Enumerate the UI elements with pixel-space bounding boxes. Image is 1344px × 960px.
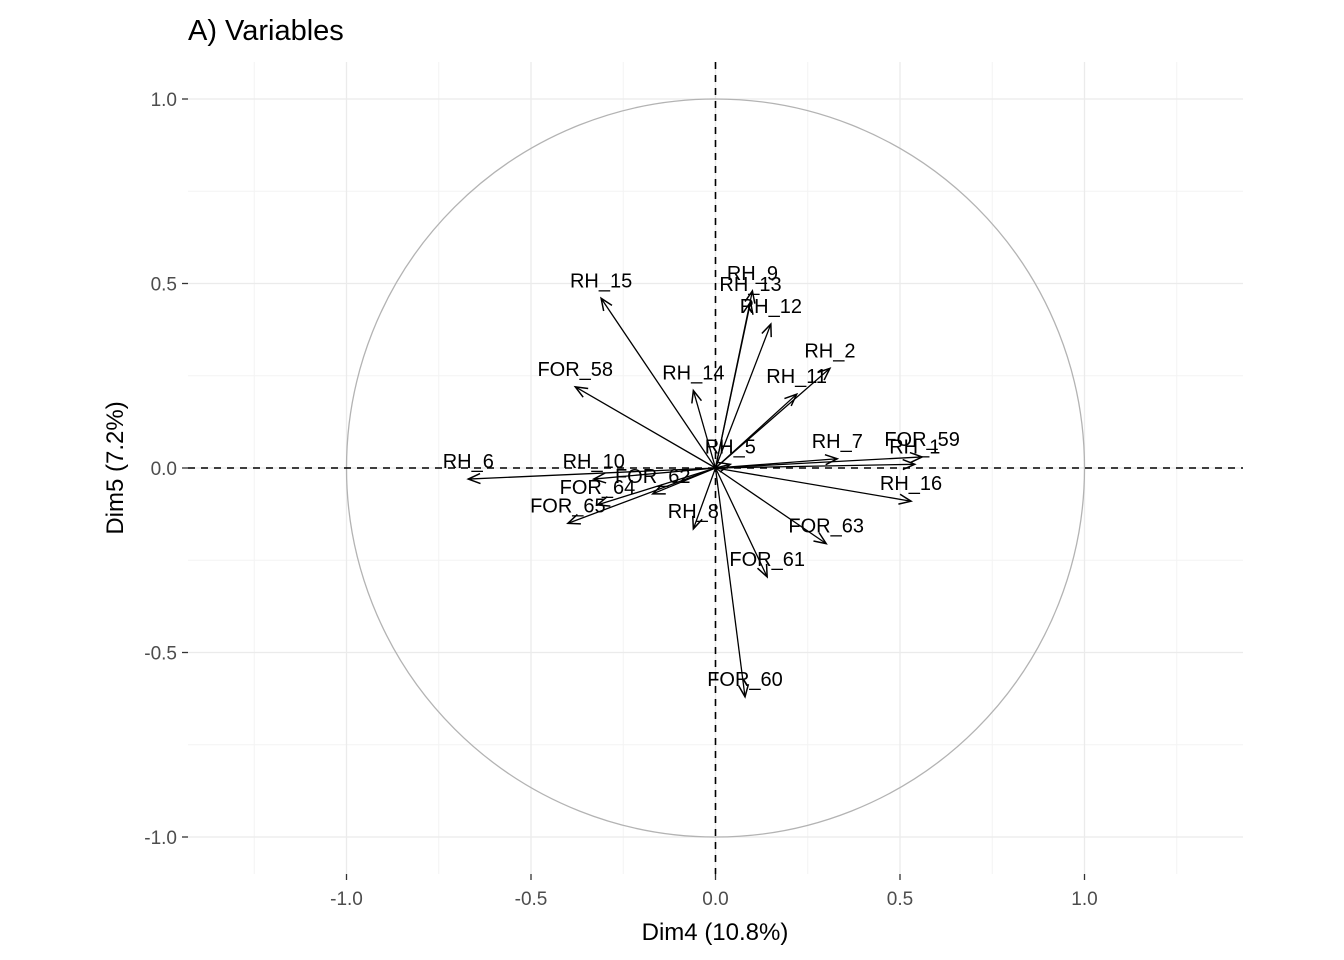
arrow-rh-13 bbox=[714, 300, 754, 469]
label-for-62: FOR_62 bbox=[615, 466, 691, 488]
label-for-64: FOR_64 bbox=[560, 477, 636, 499]
x-tick-label: 1.0 bbox=[1071, 889, 1097, 910]
label-for-59: FOR_59 bbox=[884, 429, 960, 451]
arrow-rh-11 bbox=[715, 392, 799, 469]
label-rh-12: RH_12 bbox=[740, 296, 802, 318]
arrow-for-60 bbox=[714, 467, 750, 699]
y-tick-label: 0.0 bbox=[151, 459, 177, 480]
arrow-for-61 bbox=[714, 467, 768, 579]
label-for-61: FOR_61 bbox=[729, 549, 805, 571]
arrow-rh-8 bbox=[692, 467, 717, 531]
arrow-rh-16 bbox=[715, 467, 913, 505]
label-for-58: FOR_58 bbox=[537, 359, 613, 381]
label-rh-8: RH_8 bbox=[668, 501, 719, 523]
label-rh-11: RH_11 bbox=[766, 366, 827, 388]
x-tick-label: -1.0 bbox=[330, 889, 363, 910]
arrow-rh-10 bbox=[591, 467, 716, 484]
arrow-for-58 bbox=[573, 385, 716, 469]
y-tick-label: 0.5 bbox=[151, 275, 177, 296]
arrow-rh-5 bbox=[715, 461, 733, 473]
arrow-rh-1 bbox=[715, 458, 917, 471]
label-for-65: FOR_65 bbox=[530, 495, 606, 517]
arrow-for-65 bbox=[566, 467, 716, 525]
y-axis-title: Dim5 (7.2%) bbox=[102, 401, 129, 534]
label-rh-16: RH_16 bbox=[880, 473, 942, 495]
label-rh-13: RH_13 bbox=[719, 274, 781, 296]
y-tick-label: -0.5 bbox=[144, 644, 177, 665]
arrow-for-64 bbox=[595, 467, 716, 507]
label-rh-7: RH_7 bbox=[812, 431, 863, 453]
arrow-for-59 bbox=[715, 451, 925, 469]
label-for-60: FOR_60 bbox=[707, 669, 783, 691]
arrow-rh-14 bbox=[691, 388, 717, 469]
label-rh-2: RH_2 bbox=[804, 340, 855, 362]
label-rh-9: RH_9 bbox=[727, 263, 778, 285]
x-axis-title: Dim4 (10.8%) bbox=[642, 919, 789, 946]
arrow-rh-15 bbox=[600, 296, 717, 469]
label-rh-15: RH_15 bbox=[570, 270, 632, 292]
arrow-for-63 bbox=[715, 467, 828, 545]
label-rh-10: RH_10 bbox=[563, 451, 625, 473]
x-tick-label: 0.0 bbox=[702, 889, 728, 910]
label-rh-6: RH_6 bbox=[443, 451, 494, 473]
label-for-63: FOR_63 bbox=[788, 516, 864, 538]
arrow-rh-12 bbox=[714, 322, 772, 469]
y-tick-label: -1.0 bbox=[144, 828, 177, 849]
label-rh-14: RH_14 bbox=[662, 363, 724, 385]
variable-arrows bbox=[466, 288, 925, 699]
x-tick-label: 0.5 bbox=[887, 889, 913, 910]
x-tick-label: -0.5 bbox=[515, 889, 548, 910]
x-axis-ticks: -1.0 -0.5 0.0 0.5 1.0 bbox=[330, 874, 1098, 910]
label-rh-5: RH_5 bbox=[705, 436, 756, 458]
label-rh-1: RH_1 bbox=[889, 436, 940, 458]
chart-title: A) Variables bbox=[188, 15, 344, 47]
y-tick-label: 1.0 bbox=[151, 90, 177, 111]
y-axis-ticks: -1.0 -0.5 0.0 0.5 1.0 bbox=[144, 90, 188, 849]
